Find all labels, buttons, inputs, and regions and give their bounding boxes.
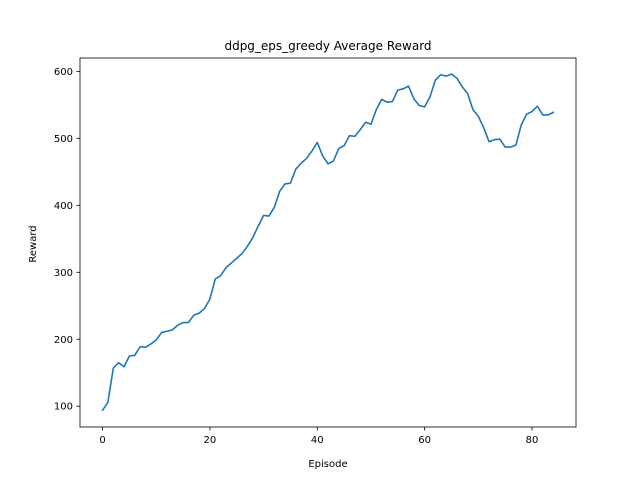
plot-area-frame [79,57,577,428]
y-tick-label: 500 [54,134,73,145]
x-tick-label: 0 [99,435,105,446]
x-axis-ticks: 0 20 40 60 80 [99,427,538,446]
series-layer [101,73,555,412]
x-axis-title: Episode [308,459,347,470]
y-tick-label: 100 [54,402,73,413]
x-tick-label: 60 [418,435,431,446]
y-axis-title: Reward [28,225,39,262]
series-line [101,73,555,412]
y-tick-label: 600 [54,67,73,78]
x-tick-label: 40 [311,435,324,446]
y-tick-label: 400 [54,201,73,212]
y-tick-label: 300 [54,268,73,279]
y-tick-label: 200 [54,335,73,346]
chart-title: ddpg_eps_greedy Average Reward [224,39,431,53]
y-axis-ticks: 100 200 300 400 500 600 [54,67,80,413]
x-tick-label: 20 [204,435,217,446]
x-tick-label: 80 [526,435,539,446]
